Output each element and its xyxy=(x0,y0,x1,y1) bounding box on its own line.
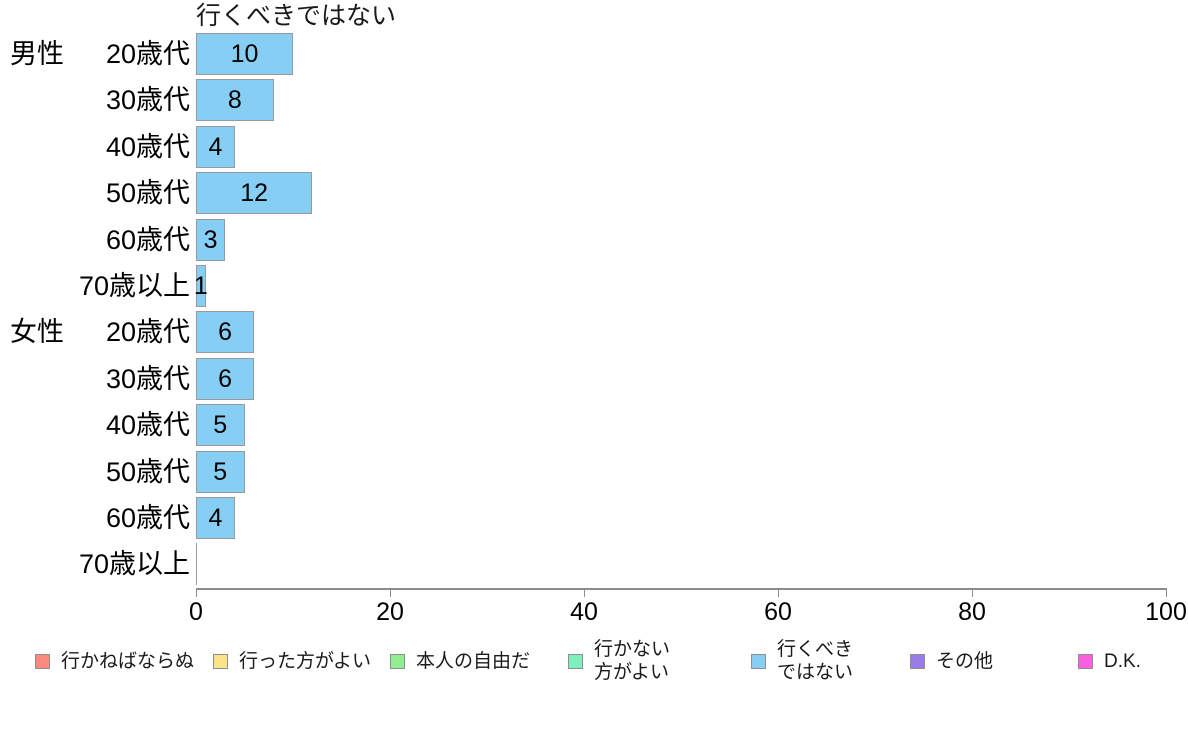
x-axis-line xyxy=(196,588,1166,590)
legend-swatch-icon xyxy=(1078,653,1093,669)
legend-label: 本人の自由だ xyxy=(416,650,531,672)
chart-row: 30歳代 6 xyxy=(0,356,1188,402)
row-category-label: 60歳代 xyxy=(105,503,190,533)
plot-area: 男性 20歳代 10 30歳代 8 40歳代 4 50歳代 12 60歳代 3 70歳以上 1 女性 20歳… xyxy=(0,31,1188,588)
bar-value-label: 10 xyxy=(230,40,259,68)
x-axis-tick-label: 80 xyxy=(958,598,986,626)
chart-legend: 行かねばならぬ 行った方がよい 本人の自由だ 行かない 方がよい 行くべき ではない その… xyxy=(0,639,1188,710)
row-category-label: 60歳代 xyxy=(105,224,190,255)
legend-swatch-icon xyxy=(910,653,925,669)
bar-value-label: 5 xyxy=(213,457,228,486)
legend-label: その他 xyxy=(936,650,994,672)
row-category-label: 30歳代 xyxy=(105,363,190,394)
chart-row: 70歳以上 xyxy=(0,541,1188,587)
row-group-label: 男性 xyxy=(10,39,64,69)
bar-value-label: 12 xyxy=(240,179,269,208)
bar-value-label: 5 xyxy=(213,411,228,440)
chart-row: 50歳代 5 xyxy=(0,449,1188,495)
chart-row: 40歳代 5 xyxy=(0,402,1188,448)
bar-value-label: 4 xyxy=(208,132,223,161)
bar-wrapper: 3 xyxy=(196,218,226,261)
legend-swatch-icon xyxy=(568,653,583,669)
bar-wrapper: 1 xyxy=(194,265,208,307)
chart-row: 女性 20歳代 6 xyxy=(0,309,1188,355)
legend-label: 行くべき ではない xyxy=(777,639,854,683)
bar[interactable]: 1 xyxy=(194,265,208,307)
bar[interactable]: 5 xyxy=(196,450,245,493)
x-axis-tick xyxy=(390,588,391,597)
bar[interactable]: 6 xyxy=(196,311,255,354)
legend-label: 行かない 方がよい xyxy=(594,639,671,683)
x-axis-tick xyxy=(584,588,585,597)
bar-wrapper: 5 xyxy=(196,450,245,493)
chart-row: 男性 20歳代 10 xyxy=(0,31,1188,77)
bar-wrapper: 6 xyxy=(196,357,255,400)
chart-row: 70歳以上 1 xyxy=(0,263,1188,309)
chart-row: 50歳代 12 xyxy=(0,170,1188,216)
bar[interactable]: 3 xyxy=(196,218,226,261)
bar-value-label: 6 xyxy=(218,318,233,347)
row-category-label: 40歳代 xyxy=(105,410,190,441)
chart-row: 40歳代 4 xyxy=(0,124,1188,170)
row-category-label: 70歳以上 xyxy=(78,549,190,580)
bar-value-label: 4 xyxy=(208,504,223,532)
bar[interactable]: 4 xyxy=(196,497,235,539)
x-axis-tick xyxy=(972,588,973,597)
bar-value-label: 3 xyxy=(203,225,218,254)
bar[interactable]: 6 xyxy=(196,357,255,400)
legend-item[interactable]: 行くべき ではない xyxy=(751,639,854,683)
legend-swatch-icon xyxy=(751,653,766,669)
x-axis-tick xyxy=(1166,588,1167,597)
legend-swatch-icon xyxy=(213,653,228,669)
bar-wrapper: 6 xyxy=(196,311,255,354)
bar-value-label: 8 xyxy=(227,86,242,115)
x-axis-tick xyxy=(778,588,779,597)
x-axis-tick-label: 60 xyxy=(764,598,792,626)
row-category-label: 40歳代 xyxy=(105,131,190,162)
bar[interactable]: 4 xyxy=(196,125,235,168)
legend-label: 行かねばならぬ xyxy=(61,650,195,672)
legend-item[interactable]: 行かない 方がよい xyxy=(568,639,671,683)
legend-label: D.K. xyxy=(1104,650,1141,672)
legend-item[interactable]: その他 xyxy=(910,640,993,682)
bar[interactable]: 10 xyxy=(196,33,293,75)
bar[interactable] xyxy=(196,543,197,586)
bar-value-label: 6 xyxy=(218,364,233,393)
bar[interactable]: 8 xyxy=(196,79,274,122)
chart-row: 60歳代 4 xyxy=(0,495,1188,541)
bar-wrapper: 4 xyxy=(196,125,235,168)
bar[interactable]: 12 xyxy=(196,172,313,215)
chart-row: 30歳代 8 xyxy=(0,77,1188,123)
row-category-label: 20歳代 xyxy=(105,317,190,348)
x-axis-tick-label: 0 xyxy=(189,598,203,626)
legend-item[interactable]: 本人の自由だ xyxy=(390,640,530,682)
row-group-label: 女性 xyxy=(10,317,64,348)
row-category-label: 70歳以上 xyxy=(78,271,190,301)
row-category-label: 50歳代 xyxy=(105,456,190,487)
bar-wrapper: 10 xyxy=(196,33,293,75)
legend-label: 行った方がよい xyxy=(239,650,372,672)
chart-row: 60歳代 3 xyxy=(0,217,1188,263)
x-axis-tick xyxy=(196,588,197,597)
bar-wrapper: 5 xyxy=(196,404,245,447)
chart-title: 行くべきではない xyxy=(196,2,397,30)
bar-wrapper: 12 xyxy=(196,172,313,215)
legend-swatch-icon xyxy=(390,653,405,669)
legend-item[interactable]: 行った方がよい xyxy=(213,640,371,682)
row-category-label: 30歳代 xyxy=(105,85,190,116)
bar-wrapper: 8 xyxy=(196,79,274,122)
legend-item[interactable]: D.K. xyxy=(1078,640,1141,682)
row-category-label: 50歳代 xyxy=(105,178,190,209)
bar-wrapper xyxy=(196,543,197,586)
x-axis-tick-label: 40 xyxy=(570,598,598,626)
row-category-label: 20歳代 xyxy=(105,39,190,69)
legend-swatch-icon xyxy=(35,653,50,669)
x-axis-tick-label: 20 xyxy=(376,598,404,626)
bar-wrapper: 4 xyxy=(196,497,235,539)
bar[interactable]: 5 xyxy=(196,404,245,447)
x-axis-tick-label: 100 xyxy=(1145,598,1187,626)
legend-item[interactable]: 行かねばならぬ xyxy=(35,640,194,682)
